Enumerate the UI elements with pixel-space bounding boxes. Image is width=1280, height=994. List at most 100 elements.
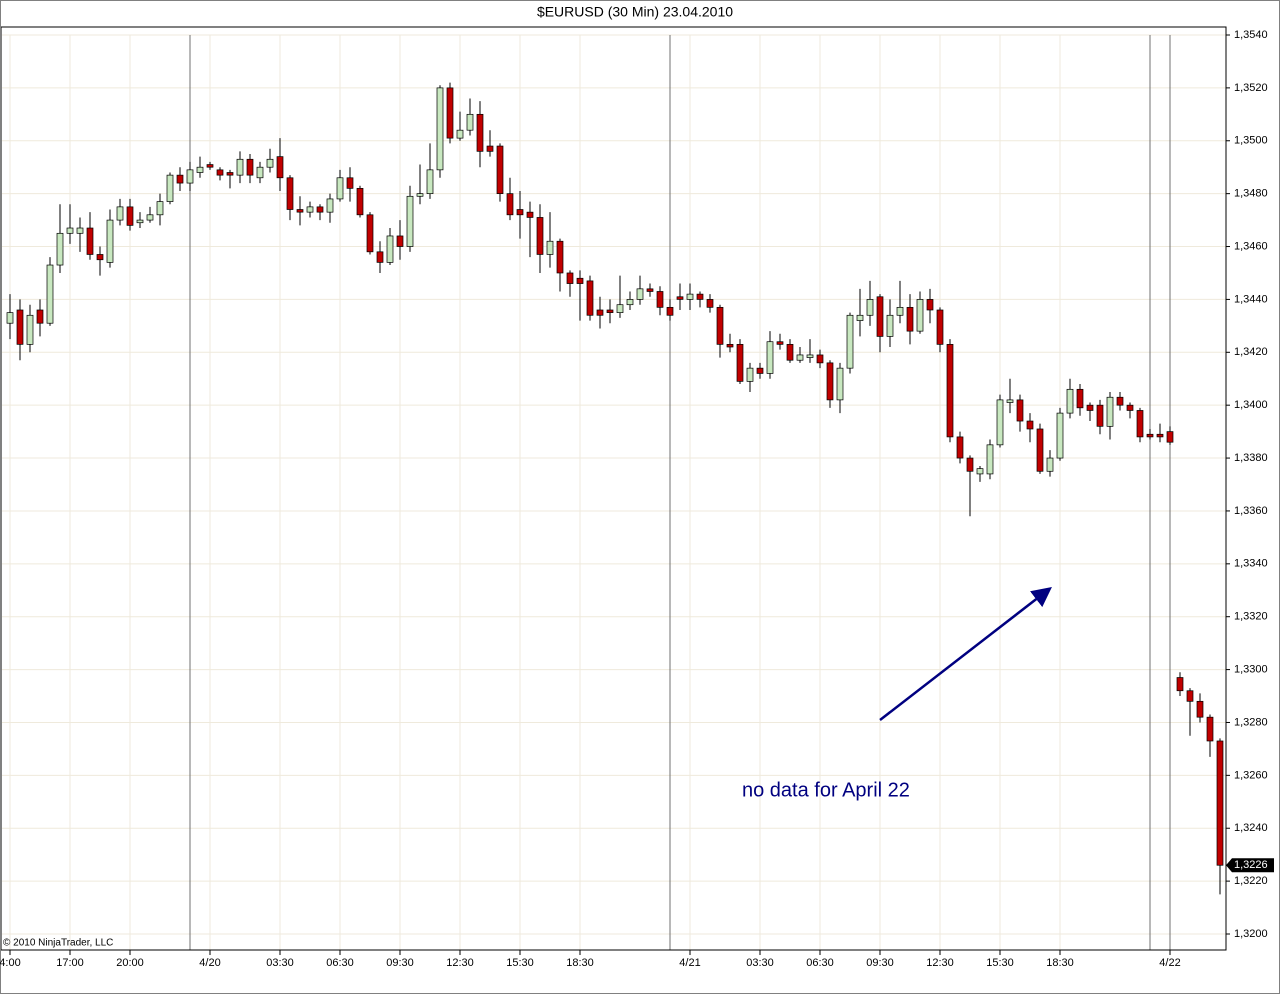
candle-body bbox=[826, 362, 834, 401]
candle-body bbox=[66, 227, 74, 234]
x-tick-label: 06:30 bbox=[806, 957, 834, 969]
x-tick-label: 18:30 bbox=[1046, 957, 1074, 969]
x-tick-label: 03:30 bbox=[266, 957, 294, 969]
y-tick-label: 1,3500 bbox=[1234, 135, 1268, 147]
x-tick-label: 18:30 bbox=[566, 957, 594, 969]
x-tick-label: 06:30 bbox=[326, 957, 354, 969]
candle-body bbox=[296, 209, 304, 213]
x-tick-label: 4/21 bbox=[679, 957, 700, 969]
candle-body bbox=[1066, 388, 1074, 414]
candle-body bbox=[836, 367, 844, 401]
candle-body bbox=[1046, 457, 1054, 472]
candle-body bbox=[486, 145, 494, 152]
candle-body bbox=[1156, 433, 1164, 438]
candle-body bbox=[666, 306, 674, 316]
x-tick-label: 4/20 bbox=[199, 957, 220, 969]
y-tick-label: 1,3260 bbox=[1234, 769, 1268, 781]
candle-body bbox=[316, 206, 324, 213]
candle-body bbox=[876, 296, 884, 337]
candle-body bbox=[816, 354, 824, 364]
candle-body bbox=[46, 264, 54, 324]
y-tick-label: 1,3280 bbox=[1234, 716, 1268, 728]
candles bbox=[6, 82, 1224, 895]
candle-body bbox=[216, 169, 224, 176]
chart-title: $EURUSD (30 Min) 23.04.2010 bbox=[537, 4, 733, 20]
candle-body bbox=[1056, 412, 1064, 459]
candle-body bbox=[96, 254, 104, 261]
candle-body bbox=[506, 193, 514, 216]
candle-body bbox=[286, 177, 294, 210]
candle-body bbox=[966, 457, 974, 472]
candle-body bbox=[106, 219, 114, 263]
candle-body bbox=[1136, 410, 1144, 438]
candle-body bbox=[366, 214, 374, 253]
candle-body bbox=[146, 214, 154, 221]
y-tick-label: 1,3380 bbox=[1234, 452, 1268, 464]
candle-body bbox=[1206, 716, 1214, 742]
candle-body bbox=[376, 251, 384, 263]
y-tick-label: 1,3360 bbox=[1234, 505, 1268, 517]
candle-body bbox=[1076, 388, 1084, 409]
candle-body bbox=[856, 314, 864, 321]
candle-body bbox=[576, 277, 584, 284]
y-tick-label: 1,3340 bbox=[1234, 558, 1268, 570]
candle-body bbox=[586, 280, 594, 316]
candle-body bbox=[886, 314, 894, 337]
candle-body bbox=[236, 158, 244, 176]
candle-body bbox=[1106, 396, 1114, 427]
candle-body bbox=[636, 288, 644, 300]
candle-body bbox=[516, 209, 524, 216]
candle-body bbox=[906, 306, 914, 332]
x-tick-label: 20:00 bbox=[116, 957, 144, 969]
candle-body bbox=[996, 399, 1004, 446]
candle-body bbox=[1036, 428, 1044, 472]
candle-body bbox=[116, 206, 124, 221]
candle-body bbox=[326, 198, 334, 213]
candle-body bbox=[1196, 700, 1204, 718]
candle-body bbox=[556, 240, 564, 274]
candle-body bbox=[916, 299, 924, 332]
candle-body bbox=[646, 288, 654, 292]
candle-body bbox=[1116, 396, 1124, 406]
candle-body bbox=[346, 177, 354, 189]
candle-body bbox=[726, 344, 734, 348]
candle-body bbox=[736, 344, 744, 382]
candle-body bbox=[416, 193, 424, 197]
candle-body bbox=[696, 293, 704, 300]
candle-body bbox=[1096, 404, 1104, 427]
x-tick-label: 12:30 bbox=[446, 957, 474, 969]
candle-body bbox=[406, 195, 414, 247]
y-tick-label: 1,3220 bbox=[1234, 875, 1268, 887]
candle-body bbox=[476, 113, 484, 152]
candle-body bbox=[976, 468, 984, 475]
last-price-label: 1,3226 bbox=[1234, 859, 1268, 871]
candle-body bbox=[1006, 399, 1014, 403]
candle-body bbox=[136, 219, 144, 224]
candle-body bbox=[656, 291, 664, 308]
candle-body bbox=[336, 177, 344, 200]
candle-body bbox=[36, 309, 44, 324]
candle-body bbox=[686, 293, 694, 300]
annotation-arrow bbox=[879, 586, 1052, 721]
x-tick-label: 17:00 bbox=[56, 957, 84, 969]
y-tick-label: 1,3420 bbox=[1234, 346, 1268, 358]
candle-body bbox=[426, 169, 434, 194]
candle-body bbox=[956, 436, 964, 459]
x-tick-label: 09:30 bbox=[386, 957, 414, 969]
x-tick-label: 15:30 bbox=[506, 957, 534, 969]
candle-body bbox=[596, 309, 604, 316]
candle-body bbox=[1176, 677, 1184, 692]
candle-body bbox=[986, 444, 994, 475]
candle-body bbox=[926, 299, 934, 311]
candle-body bbox=[626, 299, 634, 306]
candle-body bbox=[276, 156, 284, 179]
candle-body bbox=[356, 188, 364, 216]
candle-body bbox=[866, 299, 874, 316]
candle-body bbox=[606, 309, 614, 313]
candle-body bbox=[6, 312, 14, 324]
candle-body bbox=[186, 169, 194, 184]
candle-body bbox=[256, 166, 264, 179]
candle-body bbox=[226, 172, 234, 176]
